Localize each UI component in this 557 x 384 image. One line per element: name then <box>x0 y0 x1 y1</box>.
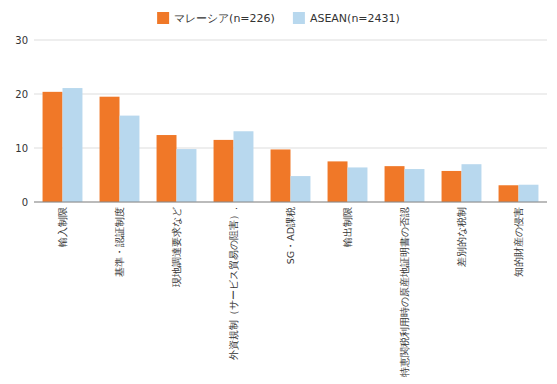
bars <box>43 88 539 202</box>
bar <box>177 149 197 202</box>
x-tick-label: 差別的な税制 <box>456 207 467 267</box>
bar <box>157 135 177 202</box>
grid-line <box>34 94 547 95</box>
chart: 輸入制限 基準・認証制度 現地調達要求など 外資規制（サービス貿易の阻害）. SG・AD… <box>0 0 557 384</box>
bar <box>234 131 254 202</box>
legend-swatch <box>157 12 169 24</box>
bar <box>100 97 120 202</box>
legend-item: マレーシア(n=226) <box>157 12 275 25</box>
x-tick-label: 現地調達要求など <box>171 207 182 287</box>
x-tick-label: SG・AD課税 <box>285 207 296 264</box>
x-tick-label: 輸入制限 <box>57 207 68 247</box>
bar <box>328 161 348 202</box>
bar <box>348 167 368 202</box>
y-tick-label: 30 <box>15 35 28 46</box>
x-tick-labels: 輸入制限 基準・認証制度 現地調達要求など 外資規制（サービス貿易の阻害）. SG・AD… <box>57 207 524 377</box>
x-tick-label: 知的財産の侵害 <box>513 207 524 277</box>
grid-line <box>34 40 547 41</box>
bar <box>519 185 539 202</box>
x-tick-label: 特恵関税利用時の原産地証明書の否認 <box>399 207 410 377</box>
legend-swatch <box>293 12 305 24</box>
bar <box>291 176 311 202</box>
grid <box>34 40 547 202</box>
bar <box>63 88 83 202</box>
bar <box>499 185 519 202</box>
bar <box>43 92 63 202</box>
legend-label: ASEAN(n=2431) <box>310 12 400 25</box>
bar <box>462 164 482 202</box>
bar <box>385 166 405 202</box>
legend-label: マレーシア(n=226) <box>174 12 275 25</box>
y-tick-label: 20 <box>15 89 28 100</box>
x-tick-label: 基準・認証制度 <box>114 207 125 277</box>
x-tick-label: 輸出制限 <box>342 207 353 247</box>
legend: マレーシア(n=226) ASEAN(n=2431) <box>157 12 400 25</box>
bar <box>120 116 140 202</box>
bar <box>214 140 234 202</box>
grid-line <box>34 202 547 203</box>
chart-container: 輸入制限 基準・認証制度 現地調達要求など 外資規制（サービス貿易の阻害）. SG・AD… <box>0 0 557 384</box>
x-tick-label: 外資規制（サービス貿易の阻害）. <box>228 207 239 360</box>
x-axis-line <box>34 202 547 203</box>
y-tick-label: 10 <box>15 143 28 154</box>
bar <box>405 169 425 202</box>
bar <box>442 171 462 202</box>
legend-item: ASEAN(n=2431) <box>293 12 400 25</box>
y-tick-labels: 0 10 20 30 <box>15 35 28 208</box>
y-tick-label: 0 <box>22 197 28 208</box>
bar <box>271 149 291 202</box>
